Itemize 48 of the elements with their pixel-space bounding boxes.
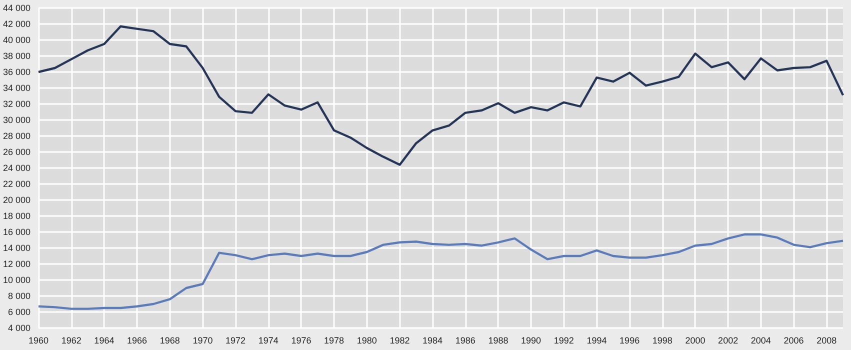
y-tick-label: 6 000 <box>8 307 31 317</box>
y-tick-label: 32 000 <box>2 99 31 109</box>
y-tick-label: 26 000 <box>2 147 31 157</box>
x-tick-label: 1980 <box>356 336 377 346</box>
x-tick-label: 1998 <box>652 336 672 346</box>
y-tick-label: 16 000 <box>2 227 31 237</box>
x-tick-label: 1974 <box>258 336 278 346</box>
y-tick-label: 28 000 <box>2 131 31 141</box>
y-tick-label: 10 000 <box>2 275 31 285</box>
x-tick-label: 2002 <box>718 336 738 346</box>
x-tick-label: 1960 <box>28 336 49 346</box>
x-tick-label: 1994 <box>586 336 607 346</box>
x-tick-label: 2004 <box>750 336 771 346</box>
y-tick-label: 20 000 <box>2 195 31 205</box>
y-tick-label: 24 000 <box>2 163 31 173</box>
x-tick-label: 2008 <box>816 336 837 346</box>
x-tick-label: 1984 <box>422 336 443 346</box>
y-tick-label: 14 000 <box>2 243 31 253</box>
line-series <box>37 233 844 310</box>
x-tick-label: 1992 <box>554 336 574 346</box>
x-tick-label: 1978 <box>324 336 344 346</box>
x-tick-label: 2006 <box>784 336 804 346</box>
y-tick-label: 12 000 <box>2 259 31 269</box>
y-tick-label: 8 000 <box>8 291 31 301</box>
x-tick-label: 1970 <box>192 336 213 346</box>
y-tick-label: 18 000 <box>2 211 31 221</box>
x-tick-label: 1990 <box>521 336 542 346</box>
y-tick-label: 36 000 <box>2 67 31 77</box>
line-series <box>37 25 844 166</box>
x-tick-label: 1996 <box>620 336 640 346</box>
x-tick-label: 1962 <box>61 336 82 346</box>
y-tick-label: 22 000 <box>2 179 31 189</box>
x-tick-label: 1982 <box>390 336 410 346</box>
x-tick-label: 1966 <box>127 336 148 346</box>
x-tick-label: 2000 <box>685 336 706 346</box>
y-tick-label: 40 000 <box>2 35 31 45</box>
x-tick-label: 1988 <box>488 336 508 346</box>
x-tick-label: 1976 <box>291 336 312 346</box>
y-tick-label: 4 000 <box>8 323 31 333</box>
y-tick-label: 42 000 <box>2 19 31 29</box>
y-tick-label: 38 000 <box>2 51 31 61</box>
y-tick-label: 30 000 <box>2 115 31 125</box>
x-tick-label: 1986 <box>455 336 476 346</box>
y-tick-label: 44 000 <box>2 3 31 13</box>
x-tick-label: 1964 <box>94 336 114 346</box>
x-tick-label: 1968 <box>160 336 180 346</box>
y-tick-label: 34 000 <box>2 83 31 93</box>
x-tick-label: 1972 <box>226 336 246 346</box>
